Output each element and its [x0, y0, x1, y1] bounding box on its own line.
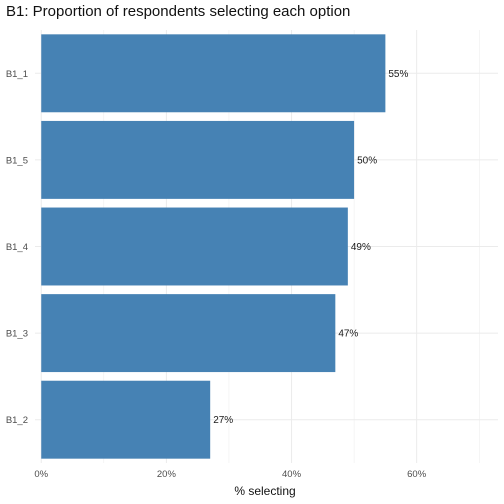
- x-tick-label: 20%: [157, 469, 177, 480]
- bar-b1-1: [41, 34, 386, 113]
- bar-b1-4: [41, 207, 348, 286]
- data-label: 49%: [351, 242, 371, 253]
- bar-b1-5: [41, 120, 355, 199]
- label-layer: 55% B1_1 50% B1_5 49% B1_4 47% B1_3 27% B1_2 0% 20%…: [6, 69, 427, 480]
- y-tick-label: B1_1: [6, 69, 28, 80]
- bar-layer: [41, 34, 386, 459]
- chart-title: B1: Proportion of respondents selecting …: [6, 3, 351, 20]
- y-tick-label: B1_4: [6, 242, 28, 253]
- data-label: 50%: [357, 155, 377, 166]
- y-tick-label: B1_2: [6, 415, 28, 426]
- bar-b1-2: [41, 380, 211, 459]
- x-tick-label: 40%: [282, 469, 302, 480]
- y-tick-label: B1_5: [6, 155, 28, 166]
- data-label: 27%: [213, 415, 233, 426]
- data-label: 47%: [338, 329, 358, 340]
- y-tick-label: B1_3: [6, 329, 28, 340]
- data-label: 55%: [388, 69, 408, 80]
- bar-b1-3: [41, 294, 336, 373]
- x-axis-title: % selecting: [234, 484, 295, 498]
- x-tick-label: 0%: [34, 469, 48, 480]
- x-tick-label: 60%: [407, 469, 427, 480]
